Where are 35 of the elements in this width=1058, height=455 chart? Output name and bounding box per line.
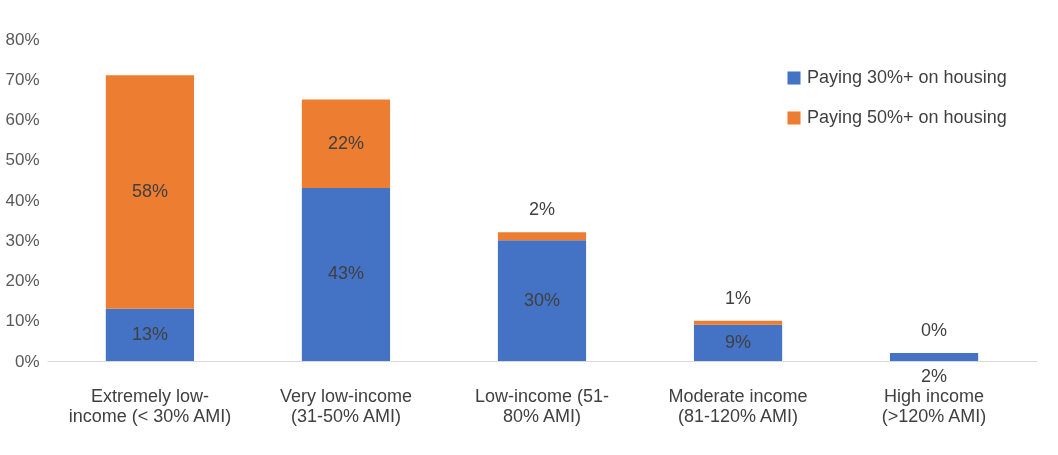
y-tick-label: 60% xyxy=(5,110,40,129)
y-tick-label: 20% xyxy=(5,271,40,290)
y-tick-label: 0% xyxy=(14,351,40,371)
y-tick-label: 40% xyxy=(5,190,40,210)
data-label: 2% xyxy=(528,199,556,220)
x-tick-label: High income (>120% AMI) xyxy=(881,385,987,426)
data-label: 22% xyxy=(327,132,364,153)
data-label: 13% xyxy=(131,323,168,344)
bar xyxy=(497,240,587,361)
x-tick-label: Very low-income (31-50% AMI) xyxy=(279,385,412,426)
legend-label: Paying 50%+ on housing xyxy=(807,107,1007,127)
bar xyxy=(693,320,783,325)
x-tick-label: Low-income (51-80% AMI) xyxy=(474,385,610,426)
y-tick-label: 80% xyxy=(5,29,40,49)
data-label: 0% xyxy=(921,319,948,340)
bar xyxy=(105,308,195,361)
bar xyxy=(497,232,587,241)
data-label: 1% xyxy=(725,287,752,308)
x-tick-label: Moderate income (81-120% AMI) xyxy=(668,385,808,426)
data-label: 2% xyxy=(921,366,948,386)
legend-label: Paying 30%+ on housing xyxy=(807,67,1007,87)
bar xyxy=(301,99,391,188)
y-tick-label: 50% xyxy=(5,150,40,170)
y-tick-label: 10% xyxy=(5,311,40,331)
data-label: 9% xyxy=(725,331,752,352)
x-tick-label: Extremely low-income (< 30% AMI) xyxy=(68,385,232,426)
y-tick-label: 30% xyxy=(5,230,40,250)
y-tick-label: 70% xyxy=(5,69,40,89)
bar xyxy=(105,75,195,309)
bar xyxy=(693,324,783,361)
data-label: 30% xyxy=(523,289,561,310)
bar xyxy=(301,187,391,361)
data-label: 43% xyxy=(327,263,364,284)
data-label: 58% xyxy=(131,180,168,201)
bar xyxy=(889,352,979,361)
